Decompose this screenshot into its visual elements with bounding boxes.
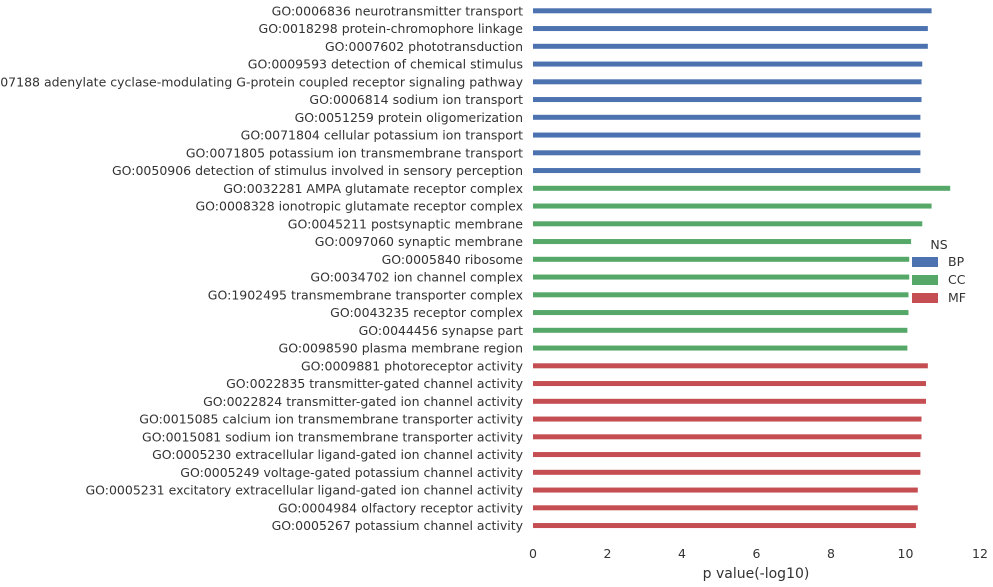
bar-25 (533, 452, 921, 458)
x-tick-label-1: 2 (604, 546, 612, 561)
category-label-5: GO:0006814 sodium ion transport (309, 92, 523, 107)
bar-7 (533, 132, 921, 138)
bar-11 (533, 203, 932, 209)
bar-16 (533, 292, 909, 298)
bar-17 (533, 310, 909, 316)
category-label-9: GO:0050906 detection of stimulus involve… (112, 163, 523, 178)
bar-21 (533, 381, 926, 387)
bar-29 (533, 523, 916, 529)
legend-entries: BP CC MF (912, 254, 966, 305)
category-label-24: GO:0015081 sodium ion transmembrane tran… (142, 429, 524, 444)
bar-13 (533, 239, 912, 245)
bar-27 (533, 487, 918, 493)
category-label-3: GO:0009593 detection of chemical stimulu… (248, 57, 523, 72)
category-label-22: GO:0022824 transmitter-gated ion channel… (203, 394, 524, 409)
x-axis: 0 2 4 6 8 10 12 (529, 546, 988, 561)
category-label-19: GO:0098590 plasma membrane region (279, 341, 523, 356)
bar-22 (533, 398, 926, 404)
category-label-29: GO:0005267 potassium channel activity (272, 518, 524, 533)
bar-group (533, 8, 951, 529)
bar-6 (533, 114, 921, 120)
legend-swatch-mf (912, 293, 938, 303)
bar-0 (533, 8, 932, 14)
category-label-1: GO:0018298 protein-chromophore linkage (259, 21, 524, 36)
bar-8 (533, 150, 921, 156)
legend-swatch-cc (912, 275, 938, 285)
category-label-27: GO:0005231 excitatory extracellular liga… (85, 483, 523, 498)
bar-4 (533, 79, 922, 85)
x-tick-label-3: 6 (753, 546, 761, 561)
category-label-0: GO:0006836 neurotransmitter transport (272, 3, 523, 18)
category-label-4: GO:0007188 adenylate cyclase-modulating … (0, 74, 524, 89)
x-tick-label-6: 12 (972, 546, 988, 561)
category-label-14: GO:0005840 ribosome (382, 252, 524, 267)
legend-label-cc: CC (948, 272, 966, 287)
category-label-12: GO:0045211 postsynaptic membrane (288, 216, 524, 231)
x-tick-label-2: 4 (678, 546, 686, 561)
bar-10 (533, 185, 951, 191)
x-tick-label-5: 10 (898, 546, 914, 561)
legend-title: NS (930, 237, 947, 252)
category-label-11: GO:0008328 ionotropic glutamate receptor… (196, 199, 524, 214)
category-label-25: GO:0005230 extracellular ligand-gated io… (152, 447, 524, 462)
bar-23 (533, 416, 922, 422)
category-label-10: GO:0032281 AMPA glutamate receptor compl… (223, 181, 523, 196)
bar-18 (533, 327, 908, 333)
bar-1 (533, 26, 928, 32)
bar-26 (533, 469, 921, 475)
bar-15 (533, 274, 910, 280)
category-labels: GO:0006836 neurotransmitter transport GO:… (0, 3, 524, 533)
bar-19 (533, 345, 908, 351)
bar-12 (533, 221, 923, 227)
x-axis-label: p value(-log10) (703, 566, 810, 582)
legend-label-mf: MF (948, 290, 966, 305)
bar-24 (533, 434, 922, 440)
bar-9 (533, 168, 921, 174)
category-label-17: GO:0043235 receptor complex (330, 305, 523, 320)
category-label-18: GO:0044456 synapse part (359, 323, 523, 338)
category-label-23: GO:0015085 calcium ion transmembrane tra… (139, 412, 523, 427)
category-label-8: GO:0071805 potassium ion transmembrane t… (186, 145, 523, 160)
category-label-6: GO:0051259 protein oligomerization (295, 110, 523, 125)
bar-2 (533, 43, 928, 49)
x-tick-label-4: 8 (827, 546, 835, 561)
bar-14 (533, 256, 910, 262)
category-label-26: GO:0005249 voltage-gated potassium chann… (180, 465, 523, 480)
x-tick-label-0: 0 (529, 546, 537, 561)
bar-28 (533, 505, 918, 511)
legend-swatch-bp (912, 257, 938, 267)
category-label-2: GO:0007602 phototransduction (325, 39, 523, 54)
bar-3 (533, 61, 923, 67)
bar-20 (533, 363, 928, 369)
legend: NS BP CC MF (912, 237, 966, 305)
category-label-20: GO:0009881 photoreceptor activity (301, 358, 524, 373)
category-label-28: GO:0004984 olfactory receptor activity (278, 500, 524, 515)
legend-label-bp: BP (948, 254, 965, 269)
category-label-13: GO:0097060 synaptic membrane (315, 234, 524, 249)
bar-5 (533, 97, 922, 103)
category-label-21: GO:0022835 transmitter-gated channel act… (226, 376, 523, 391)
category-label-7: GO:0071804 cellular potassium ion transp… (241, 128, 523, 143)
category-label-15: GO:0034702 ion channel complex (310, 270, 523, 285)
category-label-16: GO:1902495 transmembrane transporter com… (208, 287, 523, 302)
